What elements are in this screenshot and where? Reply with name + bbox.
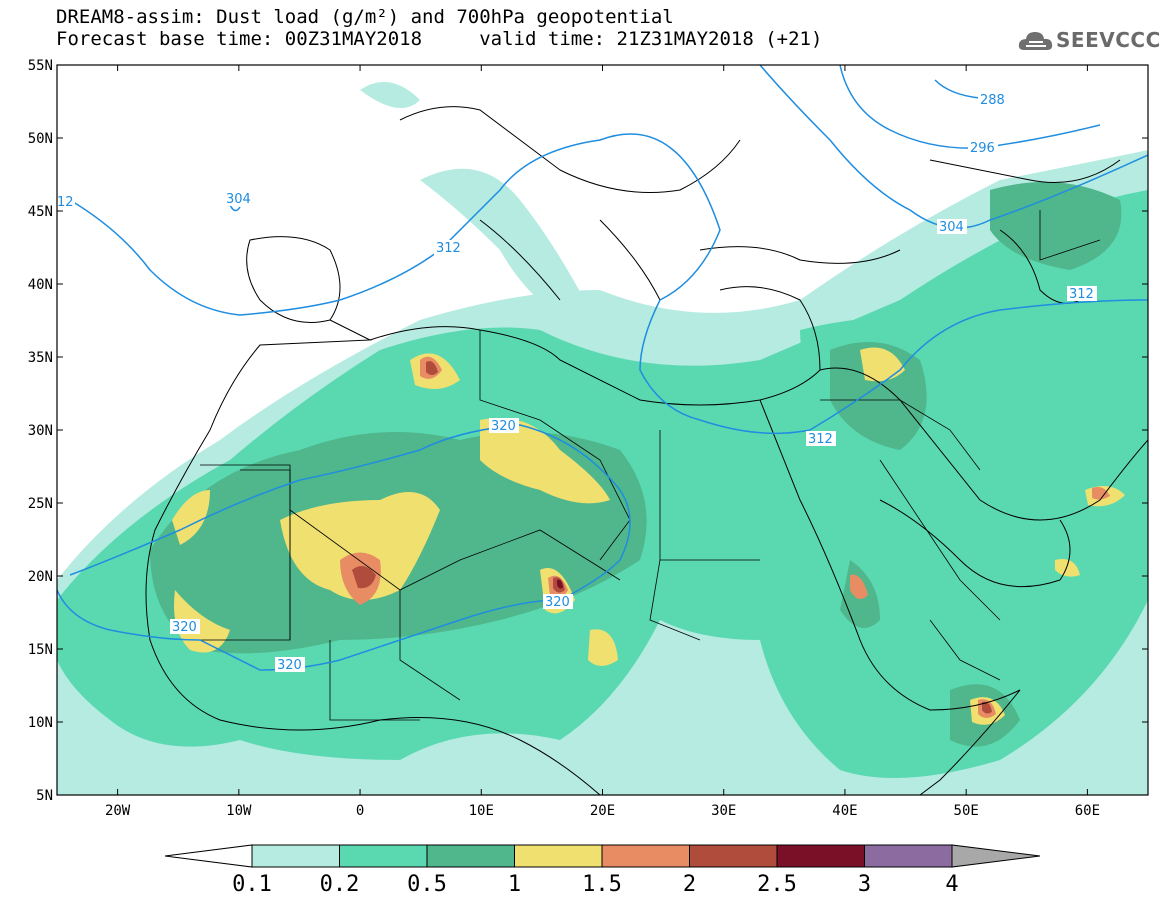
coastlines <box>145 106 1148 795</box>
country-borders <box>200 210 1101 721</box>
longitude-axis: 20W 10W 0 10E 20E 30E 40E 50E 60E <box>105 65 1100 819</box>
colorbar-label: 2 <box>683 872 696 897</box>
contour-label: 312 <box>1069 287 1094 302</box>
colorbar-label: 3 <box>858 872 871 897</box>
contour-label: 288 <box>980 93 1005 108</box>
colorbar-bin <box>601 844 690 868</box>
contour-label: 320 <box>545 595 570 610</box>
contour-label: 312 <box>436 241 461 256</box>
contour-label: 296 <box>970 141 995 156</box>
colorbar-label: 0.1 <box>232 872 272 897</box>
colorbar: 0.1 0.2 0.5 1 1.5 2 2.5 3 4 <box>164 844 1041 897</box>
colorbar-label: 1 <box>508 872 521 897</box>
contour-label: 320 <box>491 419 516 434</box>
lon-tick-label: 20E <box>590 803 615 819</box>
lon-tick-label: 40E <box>832 803 857 819</box>
lat-tick-label: 10N <box>28 715 53 731</box>
colorbar-label: 4 <box>945 872 958 897</box>
lat-tick-label: 5N <box>36 788 53 804</box>
colorbar-bin <box>514 844 603 868</box>
contour-label: 320 <box>172 620 197 635</box>
lon-tick-label: 60E <box>1075 803 1100 819</box>
lon-tick-label: 10E <box>469 803 494 819</box>
latitude-axis: 55N 50N 45N 40N 35N 30N 25N 20N 15N 10N 5N <box>28 58 1148 804</box>
map-title: DREAM8-assim: Dust load (g/m²) and 700hP… <box>56 6 674 28</box>
contour-label: 312 <box>808 432 833 447</box>
colorbar-low-triangle <box>164 844 253 868</box>
lon-tick-label: 0 <box>356 803 364 819</box>
lat-tick-label: 25N <box>28 496 53 512</box>
contour-label: 12 <box>57 195 74 210</box>
contour-label: 320 <box>277 658 302 673</box>
colorbar-label: 0.2 <box>320 872 360 897</box>
lat-tick-label: 50N <box>28 131 53 147</box>
contour-labels: 288 296 304 304 312 312 312 12 320 320 3… <box>57 92 1097 673</box>
colorbar-label: 1.5 <box>582 872 622 897</box>
contour-label: 304 <box>226 192 251 207</box>
colorbar-label: 0.5 <box>407 872 447 897</box>
logo-label: SEEVCCC <box>1056 28 1161 52</box>
lon-tick-label: 10W <box>226 803 252 819</box>
dust-field <box>57 65 1148 795</box>
lat-tick-label: 30N <box>28 423 53 439</box>
lon-tick-label: 30E <box>711 803 736 819</box>
colorbar-bin <box>426 844 515 868</box>
colorbar-bin <box>339 844 428 868</box>
forecast-time-line: Forecast base time: 00Z31MAY2018 valid t… <box>56 28 823 50</box>
lat-tick-label: 15N <box>28 642 53 658</box>
colorbar-high-triangle <box>951 844 1041 868</box>
colorbar-bin <box>776 844 865 868</box>
seevccc-logo: SEEVCCC <box>1018 22 1161 58</box>
lat-tick-label: 45N <box>28 204 53 220</box>
colorbar-bin <box>864 844 953 868</box>
colorbar-bin <box>251 844 340 868</box>
colorbar-bin <box>689 844 778 868</box>
lon-tick-label: 20W <box>105 803 131 819</box>
lon-tick-label: 50E <box>954 803 979 819</box>
colorbar-label: 2.5 <box>757 872 797 897</box>
cloud-icon <box>1018 32 1053 50</box>
lat-tick-label: 35N <box>28 350 53 366</box>
lat-tick-label: 55N <box>28 58 53 74</box>
lat-tick-label: 20N <box>28 569 53 585</box>
contour-label: 304 <box>939 220 964 235</box>
lat-tick-label: 40N <box>28 277 53 293</box>
